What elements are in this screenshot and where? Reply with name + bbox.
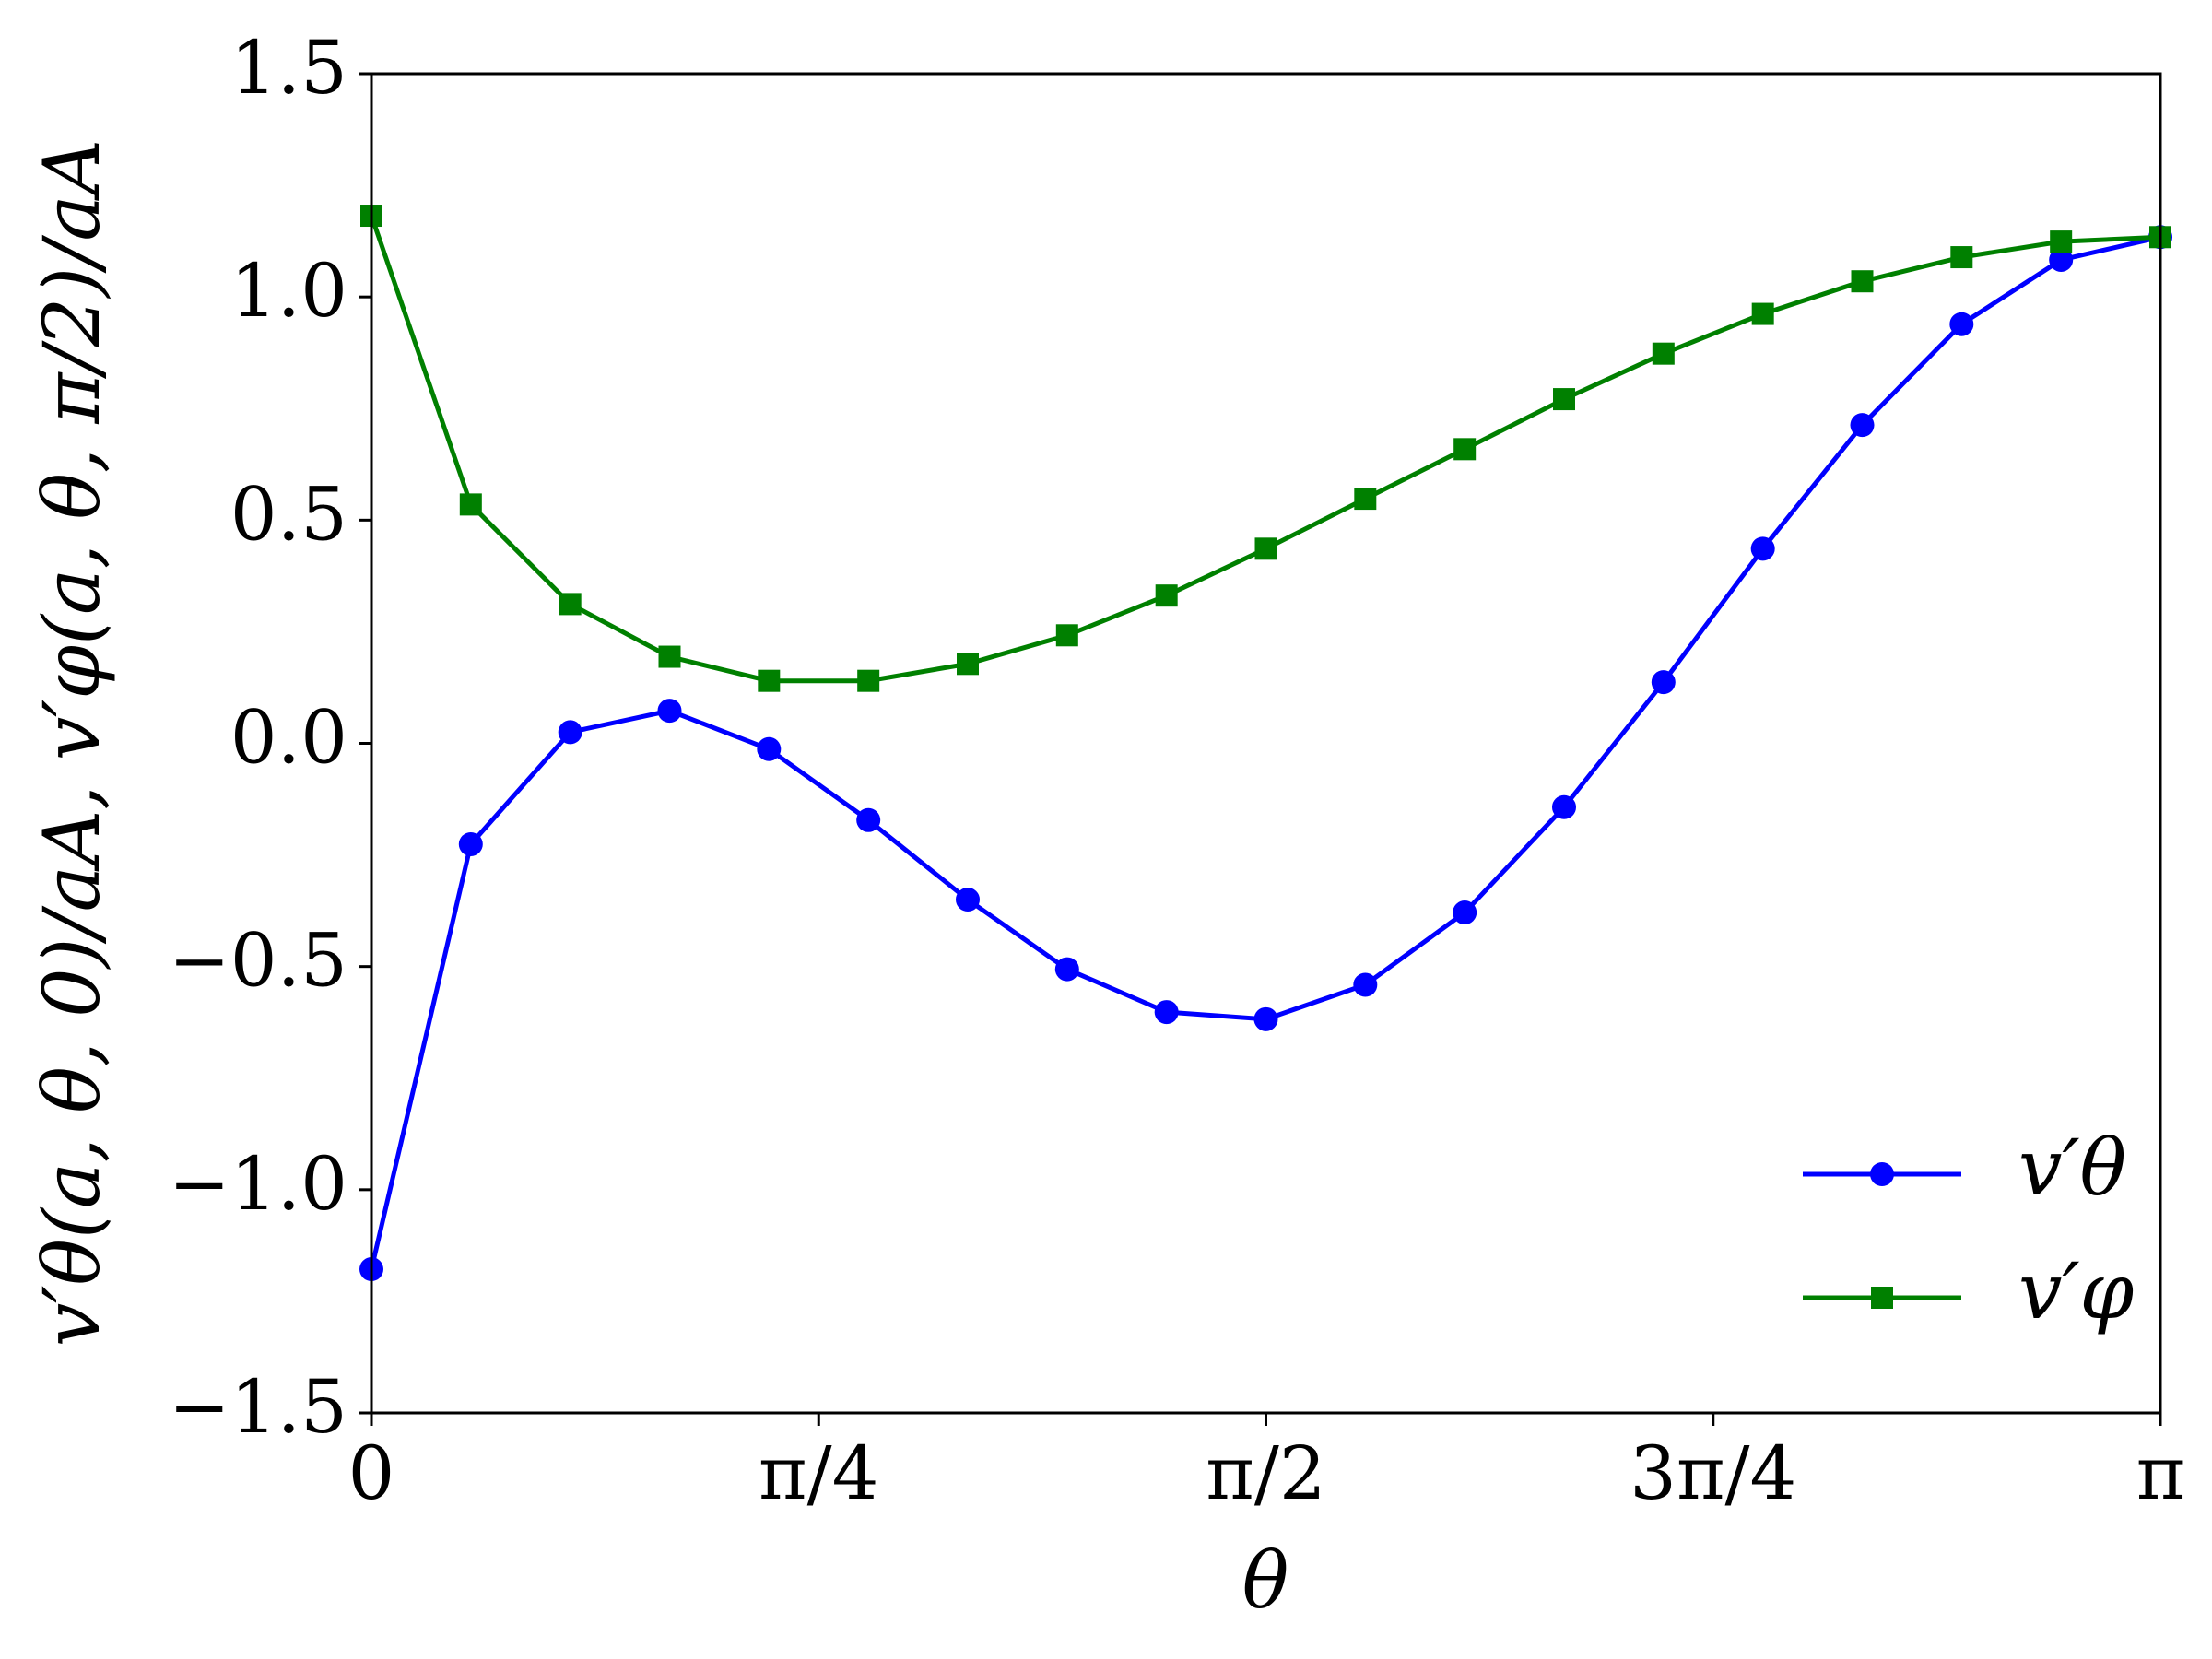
data-point: [1651, 670, 1676, 695]
data-point: [1851, 270, 1874, 293]
data-point: [1354, 488, 1377, 511]
y-tick-label: 0.0: [230, 695, 347, 781]
data-point: [1750, 536, 1775, 561]
legend-marker: [1871, 1287, 1893, 1309]
data-point: [2049, 247, 2074, 272]
series-line: [369, 234, 2161, 1270]
plot-frame: [370, 72, 2162, 1415]
data-point: [1154, 1000, 1179, 1025]
x-tick-label: π/2: [1206, 1430, 1325, 1516]
data-point: [1155, 584, 1178, 607]
data-point: [758, 669, 781, 692]
y-tick-label: −0.5: [169, 918, 347, 1004]
x-tick-label: π/4: [759, 1430, 878, 1516]
data-point: [856, 807, 881, 832]
y-tick-label: 0.5: [230, 471, 347, 557]
data-point: [2050, 230, 2073, 253]
data-point: [957, 653, 979, 676]
y-tick-label: −1.5: [169, 1364, 347, 1450]
data-point: [459, 493, 482, 516]
data-point: [1254, 537, 1277, 560]
data-point: [1553, 388, 1575, 411]
y-axis-label: v′θ(a, θ, 0)/aA, v′φ(a, θ, π/2)/aA: [27, 139, 117, 1347]
data-point: [1652, 342, 1675, 365]
y-tick-label: −1.0: [169, 1141, 347, 1227]
x-tick-label: π: [2136, 1430, 2185, 1516]
data-point: [1453, 900, 1477, 925]
legend-label: v′φ: [2018, 1246, 2135, 1336]
legend-label: v′θ: [2018, 1123, 2126, 1213]
y-tick-label: 1.5: [230, 25, 347, 111]
data-point: [1850, 413, 1875, 438]
data-point: [558, 720, 582, 745]
data-point: [1751, 302, 1774, 325]
data-point: [657, 699, 682, 724]
data-point: [1950, 246, 1973, 269]
data-point: [857, 669, 880, 692]
data-point: [1949, 312, 1974, 336]
x-tick-label: 3π/4: [1630, 1430, 1796, 1516]
data-point: [658, 645, 681, 668]
series-line: [369, 215, 2161, 684]
x-tick-label: 0: [348, 1430, 395, 1516]
data-point: [1253, 1006, 1278, 1031]
y-tick-label: 1.0: [230, 248, 347, 334]
legend-marker: [1870, 1162, 1894, 1186]
data-point: [757, 736, 782, 761]
data-point: [1055, 624, 1078, 647]
data-point: [1353, 972, 1378, 997]
data-point: [1552, 794, 1576, 819]
data-point: [956, 888, 980, 912]
data-point: [1453, 438, 1477, 461]
data-point: [559, 593, 582, 616]
x-axis-label: θ: [1242, 1535, 1289, 1626]
data-point: [458, 831, 483, 856]
data-point: [1054, 957, 1079, 982]
